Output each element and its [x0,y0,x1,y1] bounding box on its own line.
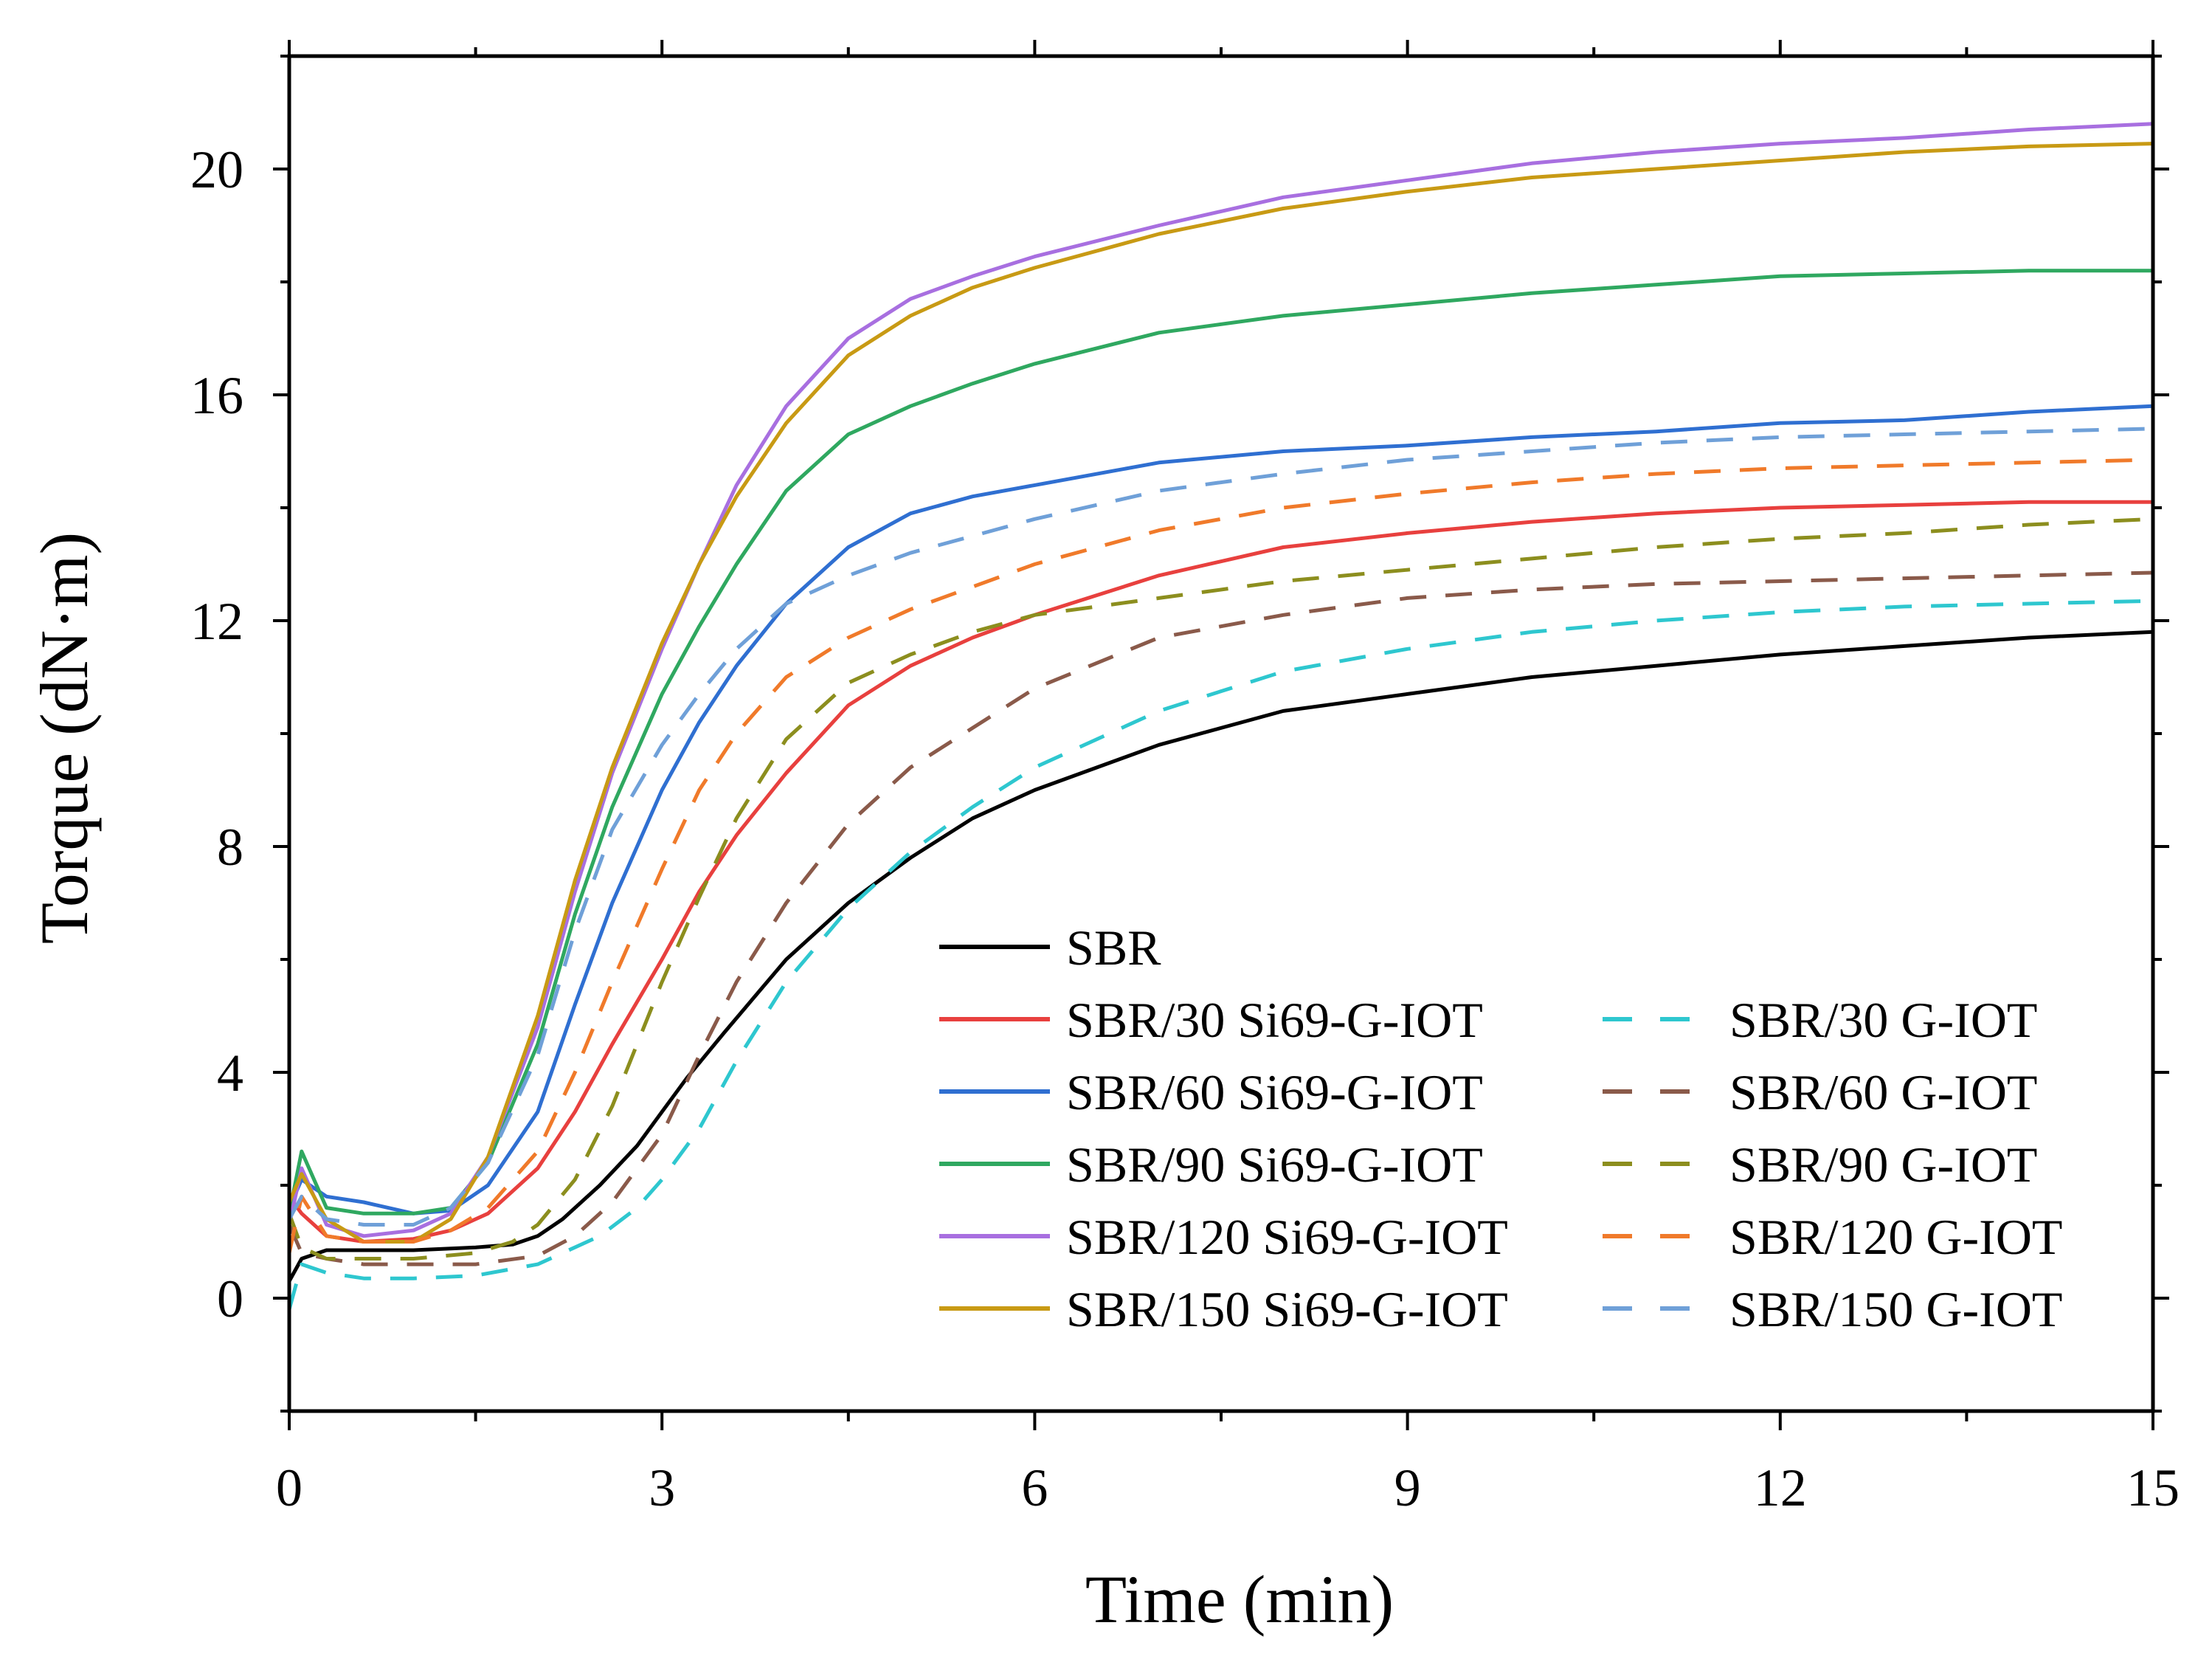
legend-label-6: SBR/30 G-IOT [1729,992,2037,1048]
legend-label-10: SBR/150 G-IOT [1729,1281,2062,1337]
series-line-8 [287,517,2154,1261]
legend-label-7: SBR/60 G-IOT [1729,1064,2037,1120]
series-line-7 [287,570,2154,1266]
y-tick-label: 12 [190,592,243,651]
x-tick-label: 15 [2126,1458,2180,1517]
legend-label-5: SBR/150 Si69-G-IOT [1066,1281,1508,1337]
legend-label-0: SBR [1066,920,1161,976]
x-tick-label: 0 [276,1458,303,1517]
legend-label-4: SBR/120 Si69-G-IOT [1066,1209,1508,1265]
series-line-10 [287,427,2154,1227]
legend-label-8: SBR/90 G-IOT [1729,1137,2037,1193]
legend: SBR SBR/30 Si69-G-IOT SBR/60 Si69-G-IOT SBR… [939,920,2062,1337]
series-layer [287,122,2154,1310]
series-line-1 [287,500,2153,1244]
axis-tick-labels: 0 3 6 9 12 15 0 4 8 12 16 20 [190,140,2180,1517]
series-line-6 [287,599,2154,1310]
x-axis-label: Time (min) [1085,1562,1394,1637]
series-line-9 [287,458,2154,1254]
series-line-4 [287,122,2154,1238]
axis-ticks [273,40,2169,1430]
y-tick-label: 8 [217,818,243,877]
y-tick-label: 20 [190,140,243,199]
y-tick-label: 16 [190,366,243,425]
y-tick-label: 4 [217,1044,243,1103]
legend-label-9: SBR/120 G-IOT [1729,1209,2062,1265]
x-tick-label: 3 [649,1458,675,1517]
y-axis-label: Torque (dN·m) [27,532,102,944]
legend-label-1: SBR/30 Si69-G-IOT [1066,992,1483,1048]
y-tick-label: 0 [217,1269,243,1328]
series-line-3 [287,269,2153,1216]
x-tick-label: 12 [1754,1458,1807,1517]
legend-label-3: SBR/90 Si69-G-IOT [1066,1137,1483,1193]
series-line-0 [287,630,2154,1283]
x-tick-label: 9 [1394,1458,1421,1517]
series-line-5 [287,142,2154,1244]
legend-label-2: SBR/60 Si69-G-IOT [1066,1064,1483,1120]
plot-area-frame [287,54,2155,1413]
x-tick-label: 6 [1021,1458,1048,1517]
